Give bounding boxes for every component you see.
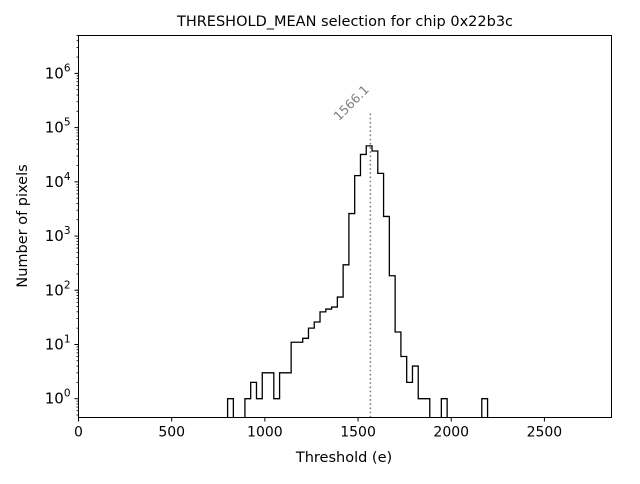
histogram-bin <box>256 399 262 418</box>
histogram-bin <box>412 366 418 417</box>
histogram-bin <box>349 214 355 418</box>
histogram-bin <box>441 399 447 418</box>
y-tick-label: 105 <box>45 117 71 137</box>
x-tick-label: 0 <box>74 425 83 441</box>
histogram-bin <box>332 307 338 417</box>
histogram-bin <box>245 399 251 418</box>
histogram-bin <box>360 154 366 417</box>
x-tick-label: 2500 <box>527 425 563 441</box>
histogram-bin <box>407 382 413 417</box>
x-tick-label: 500 <box>158 425 185 441</box>
histogram-bin <box>395 332 401 418</box>
y-tick-label: 100 <box>45 388 71 408</box>
histogram-bin <box>268 373 274 418</box>
histogram-bin <box>280 373 286 418</box>
mean-line-label: 1566.1 <box>330 82 372 124</box>
x-tick-label: 1000 <box>247 425 283 441</box>
histogram-bin <box>355 176 361 418</box>
histogram-bin <box>482 399 488 418</box>
histogram-bin <box>389 276 395 418</box>
histogram-bin <box>320 312 326 418</box>
histogram-bin <box>337 297 343 417</box>
histogram-bin <box>303 338 309 417</box>
histogram-bin <box>326 309 332 417</box>
histogram-bin <box>285 373 291 418</box>
histogram-bin <box>228 399 234 418</box>
histogram-bin <box>262 373 268 418</box>
histogram-bin <box>384 216 390 417</box>
y-tick-label: 102 <box>45 279 71 299</box>
y-tick-label: 106 <box>45 62 71 82</box>
chart-title: THRESHOLD_MEAN selection for chip 0x22b3… <box>176 14 513 30</box>
histogram-bin <box>274 399 280 418</box>
y-axis-label: Number of pixels <box>15 164 31 287</box>
histogram-bin <box>308 328 314 417</box>
x-axis-label: Threshold (e) <box>295 450 392 466</box>
histogram-step-line <box>226 145 489 418</box>
y-tick-label: 104 <box>45 171 71 191</box>
histogram-bin <box>314 322 320 418</box>
histogram-bin <box>378 173 384 417</box>
histogram-bin <box>251 382 257 417</box>
x-tick-label: 2000 <box>433 425 469 441</box>
histogram-bin <box>418 399 424 418</box>
histogram-bin <box>401 357 407 418</box>
y-tick-label: 101 <box>45 333 71 353</box>
y-tick-label: 103 <box>45 225 71 245</box>
histogram-bin <box>343 265 349 418</box>
histogram-bin <box>424 399 430 418</box>
histogram-bin <box>372 151 378 417</box>
x-tick-label: 1500 <box>340 425 376 441</box>
histogram-bin <box>297 342 303 417</box>
plot-frame <box>78 35 612 418</box>
histogram-bin <box>291 342 297 417</box>
